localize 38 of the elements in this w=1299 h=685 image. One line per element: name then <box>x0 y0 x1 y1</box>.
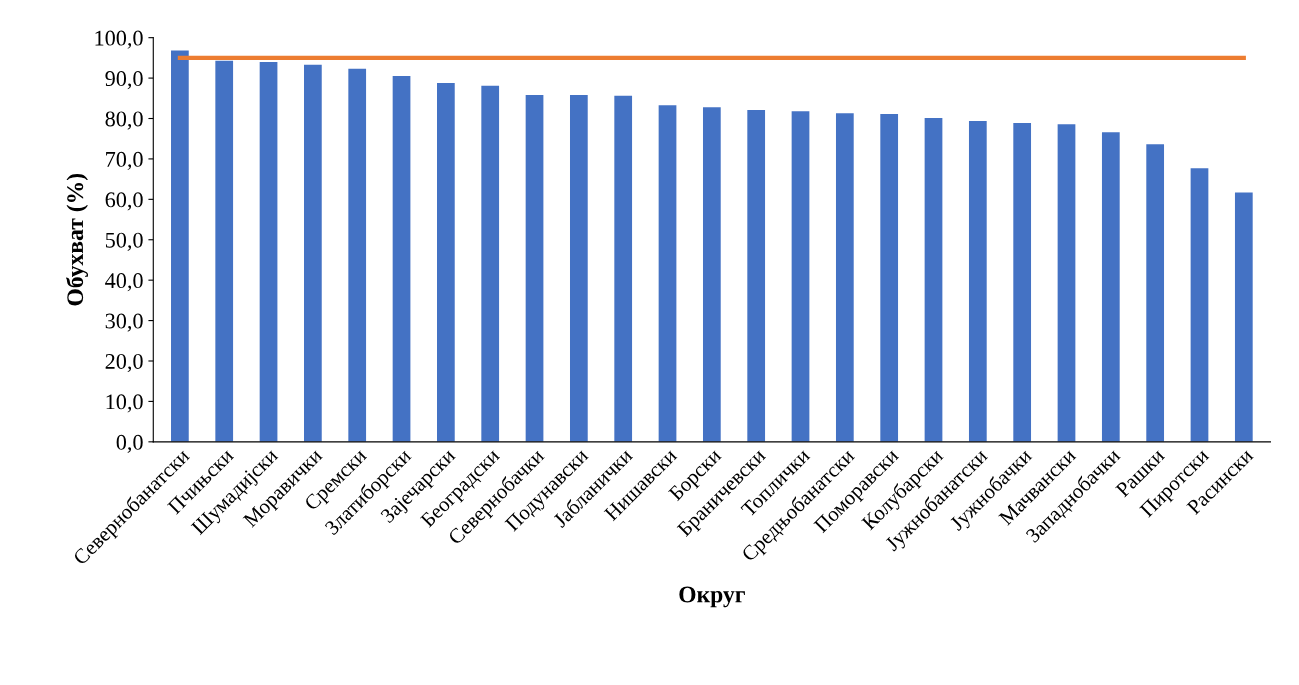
y-tick-label: 40,0 <box>105 273 143 292</box>
bar <box>1101 132 1120 442</box>
y-axis-title: Обухват (%) <box>66 173 88 306</box>
bar <box>924 118 943 442</box>
bar <box>1146 144 1165 442</box>
bar <box>259 61 278 442</box>
bar <box>614 95 633 442</box>
bar <box>702 107 721 442</box>
bar <box>569 95 588 442</box>
y-tick-label: 30,0 <box>105 313 143 332</box>
bar <box>392 76 411 442</box>
y-tick-label: 60,0 <box>105 192 143 211</box>
y-tick-label: 10,0 <box>106 394 143 413</box>
y-tick-label: 90,0 <box>105 71 143 90</box>
bar <box>481 85 500 442</box>
bar <box>1057 124 1076 442</box>
bar <box>437 82 455 442</box>
bar <box>1013 122 1032 442</box>
bar <box>171 50 189 442</box>
y-tick-label: 70,0 <box>106 151 143 171</box>
y-tick-label: 0,0 <box>116 434 143 453</box>
bar <box>525 95 544 442</box>
y-tick-label: 20,0 <box>105 353 143 373</box>
bar <box>658 105 677 442</box>
y-tick-label: 80,0 <box>105 111 143 130</box>
y-tick-label: 50,0 <box>105 232 143 251</box>
bar <box>304 64 322 442</box>
y-tick-label: 100,0 <box>95 30 143 49</box>
bar <box>215 60 234 442</box>
bar <box>1190 168 1209 442</box>
bar <box>835 113 854 442</box>
bar <box>968 120 987 442</box>
bar <box>747 110 766 442</box>
bar <box>348 68 367 442</box>
x-axis-title: Округ <box>679 586 745 608</box>
bar <box>880 114 899 442</box>
bar <box>1234 192 1253 442</box>
bar <box>791 111 810 442</box>
